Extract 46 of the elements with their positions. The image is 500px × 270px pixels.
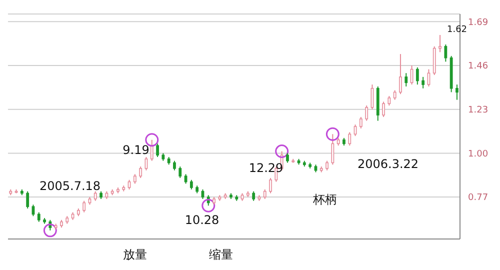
candlestick <box>150 139 154 162</box>
candlestick <box>444 44 448 62</box>
annotation: 10.28 <box>184 213 220 227</box>
candlestick <box>252 190 256 202</box>
y-tick-label: 1.46 <box>468 62 488 72</box>
candlestick <box>156 143 159 158</box>
candlestick <box>133 174 136 184</box>
candlestick <box>456 84 458 100</box>
candlestick <box>365 105 368 122</box>
candlestick <box>438 34 442 53</box>
annotation: 9.19 <box>122 143 150 157</box>
candlestick <box>178 166 182 178</box>
candlestick <box>331 134 334 166</box>
candlestick <box>427 68 430 87</box>
candlestick <box>359 116 362 129</box>
candlestick <box>388 95 391 106</box>
annotation: 1.62 <box>446 25 468 35</box>
candlestick <box>326 160 328 171</box>
text: 缩量 <box>209 246 233 264</box>
candlestick <box>416 66 419 86</box>
candlestick <box>139 166 142 178</box>
candlestick <box>382 101 385 118</box>
y-tick-label: 1.23 <box>468 106 488 116</box>
candlestick <box>393 90 396 100</box>
candlestick <box>26 190 30 209</box>
candlestick <box>269 177 272 194</box>
text: 放量 <box>123 246 147 264</box>
annotation: 12.29 <box>248 161 284 175</box>
y-tick-label: 1.69 <box>468 18 488 28</box>
candlestick <box>399 54 402 95</box>
candlestick <box>94 190 97 202</box>
candlestick <box>190 179 193 190</box>
candlestick <box>82 200 86 213</box>
annotation: 2005.7.18 <box>39 179 101 193</box>
candlestick <box>263 188 266 200</box>
candlestick <box>422 76 425 89</box>
y-tick-label: 0.77 <box>468 193 488 204</box>
candlestick <box>37 212 40 222</box>
candlestick <box>173 160 176 171</box>
candlestick <box>144 156 148 171</box>
annotation: 2006.3.22 <box>357 157 419 171</box>
y-tick-label: 1.00 <box>468 149 488 160</box>
candlestick <box>348 132 352 146</box>
candlestick <box>404 72 408 87</box>
candlestick <box>286 152 289 164</box>
annotation: 杯柄 <box>313 192 337 208</box>
